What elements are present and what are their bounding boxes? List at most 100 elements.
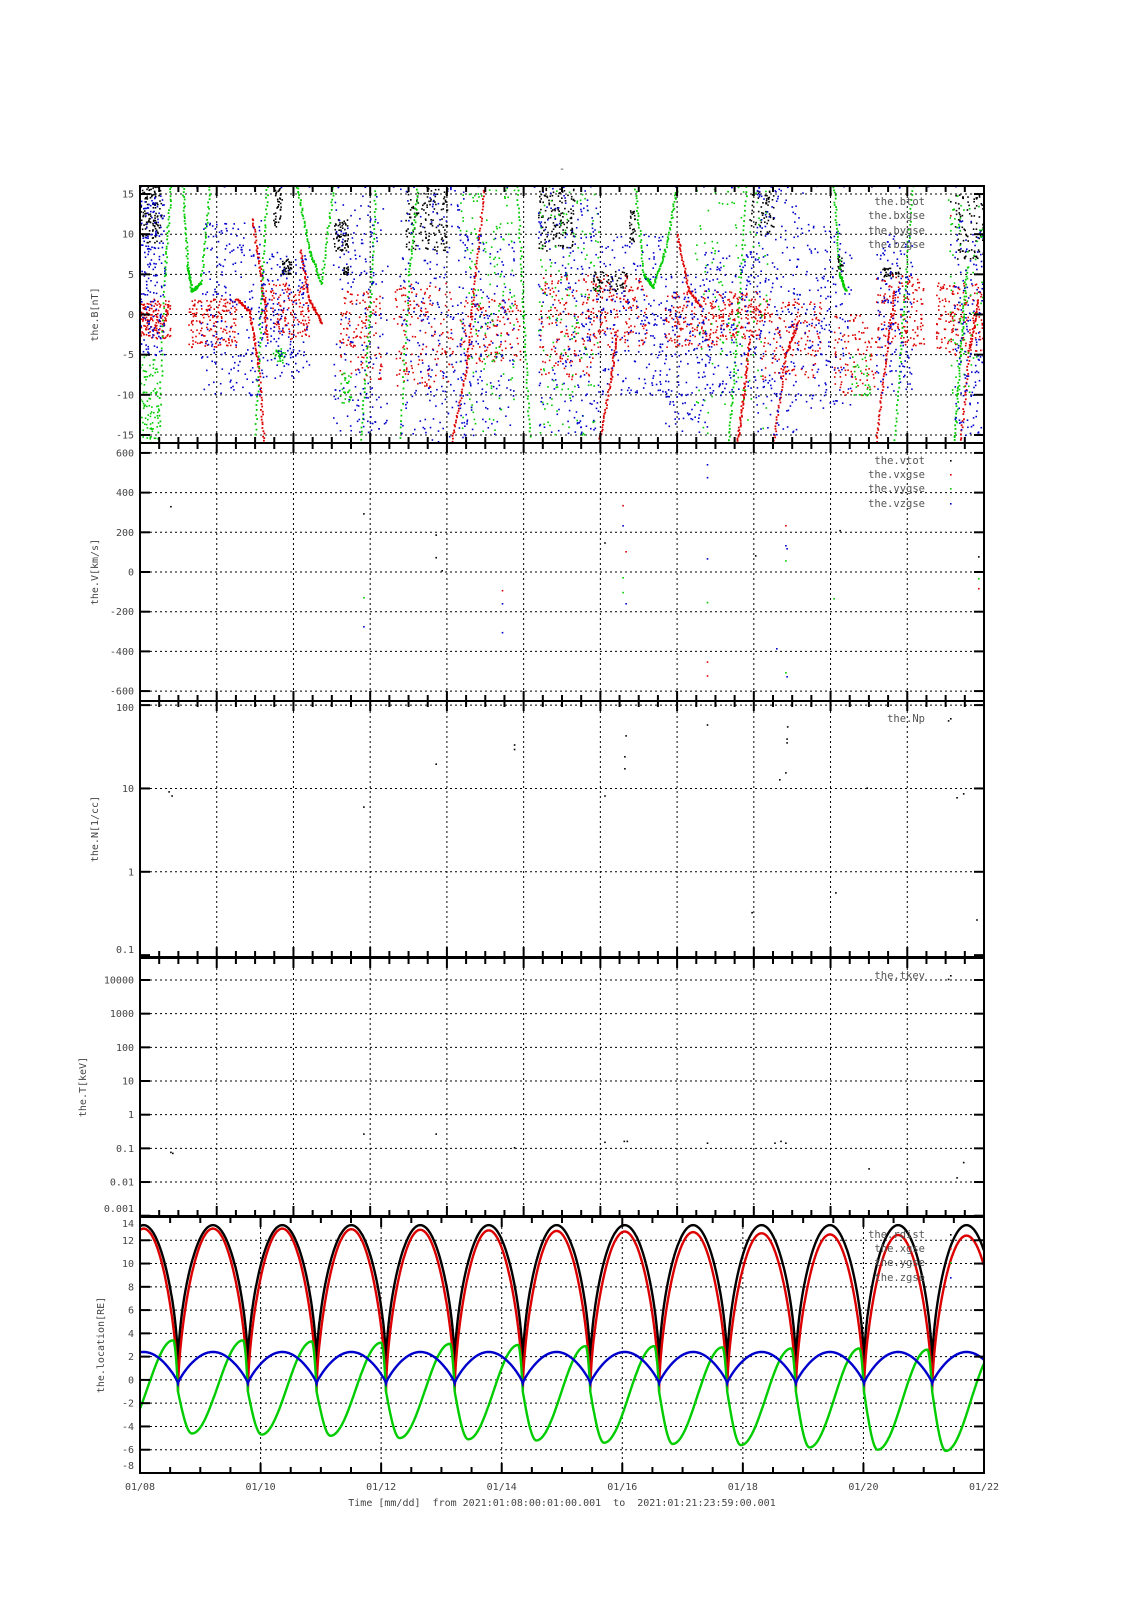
btot-point [763,217,765,219]
bygse-point [259,328,261,330]
bxgse-point [704,290,706,292]
bxgse-point [225,298,227,301]
bygse-point [742,239,745,242]
bxgse-point [635,278,637,280]
btot-point [632,211,634,213]
bygse-point [858,394,861,396]
bxgse-point [602,291,604,293]
bygse-point [673,200,676,203]
bxgse-point [212,314,214,317]
bxgse-point [349,293,352,295]
btot-point [633,240,635,243]
btot-point [444,201,447,203]
bygse-point [198,283,200,285]
bxgse-point [950,312,953,315]
bygse-point [203,247,206,250]
bygse-point [696,244,698,246]
bxgse-point [146,302,149,305]
bxgse-point [264,308,267,310]
bygse-point [851,383,854,385]
btot-point [538,247,540,249]
bxgse-point [557,364,559,366]
btot-point [958,233,961,235]
btot-point [764,194,767,197]
bxgse-point [691,318,694,321]
bygse-point [142,421,144,424]
bxgse-point [306,291,309,294]
bygse-point [869,354,871,357]
bxgse-point [485,336,487,339]
bxgse-point [451,352,454,355]
bygse-point [950,275,952,278]
bxgse-point [897,296,899,299]
bxgse-point [302,319,304,322]
bxgse-point [436,350,439,353]
bxgse-point [737,301,739,303]
bygse-point [955,376,957,378]
btot-point [421,208,423,210]
btot-point [276,207,278,209]
bxgse-point [304,319,307,322]
bxgse-point [304,281,307,283]
bxgse-point [517,342,519,345]
bygse-point [258,360,261,362]
bygse-point [461,427,464,430]
bxgse-point [567,335,569,338]
bxgse-point [284,320,286,322]
btot-point [431,225,434,227]
bxgse-point [887,339,889,341]
bxgse-point [711,313,714,316]
bygse-point [543,369,546,372]
bxgse-point [750,299,753,302]
bxgse-point [817,319,819,321]
bxgse-point [963,285,966,287]
bxgse-point [162,330,164,332]
btot-point [284,270,286,272]
bygse-point [148,405,151,407]
bxgse-point [775,328,777,331]
btot-point [629,224,631,227]
bygse-point [714,191,717,194]
bxgse-point [809,303,811,305]
btot-point [765,202,767,205]
bxgse-point [551,280,553,283]
bxgse-point [976,304,978,307]
bxgse-point [581,303,584,306]
bxgse-point [220,327,222,330]
bxgse-point [962,413,965,415]
bxgse-point [712,300,714,303]
bxgse-point [559,355,562,358]
bxgse-point [883,321,886,323]
bxgse-point [478,234,481,236]
bxgse-point [748,321,750,324]
btot-point [546,196,549,199]
bygse-point [330,201,333,204]
btot-point [444,249,446,252]
bxgse-point [288,328,290,330]
btot-point [625,285,628,287]
bxgse-point [284,316,286,319]
btot-point [615,283,618,285]
bxgse-point [261,273,263,276]
bxgse-point [976,301,979,304]
btot-point [433,192,436,195]
bxgse-point [691,327,694,329]
bxgse-point [560,276,563,278]
bxgse-point [963,303,966,306]
bxgse-point [260,387,262,390]
bygse-point [183,198,186,201]
bxgse-point [445,282,447,285]
btot-point [347,271,349,274]
bxgse-point [632,298,634,300]
bxgse-point [761,319,764,322]
bxgse-point [300,249,302,252]
bygse-point [731,410,733,412]
bygse-point [544,281,547,283]
bygse-point [310,253,313,256]
bxgse-point [920,313,923,316]
bxgse-point [231,339,233,341]
btot-point [607,281,609,284]
bxgse-point [768,320,771,322]
btot-point [434,188,437,191]
bxgse-point [626,322,628,325]
